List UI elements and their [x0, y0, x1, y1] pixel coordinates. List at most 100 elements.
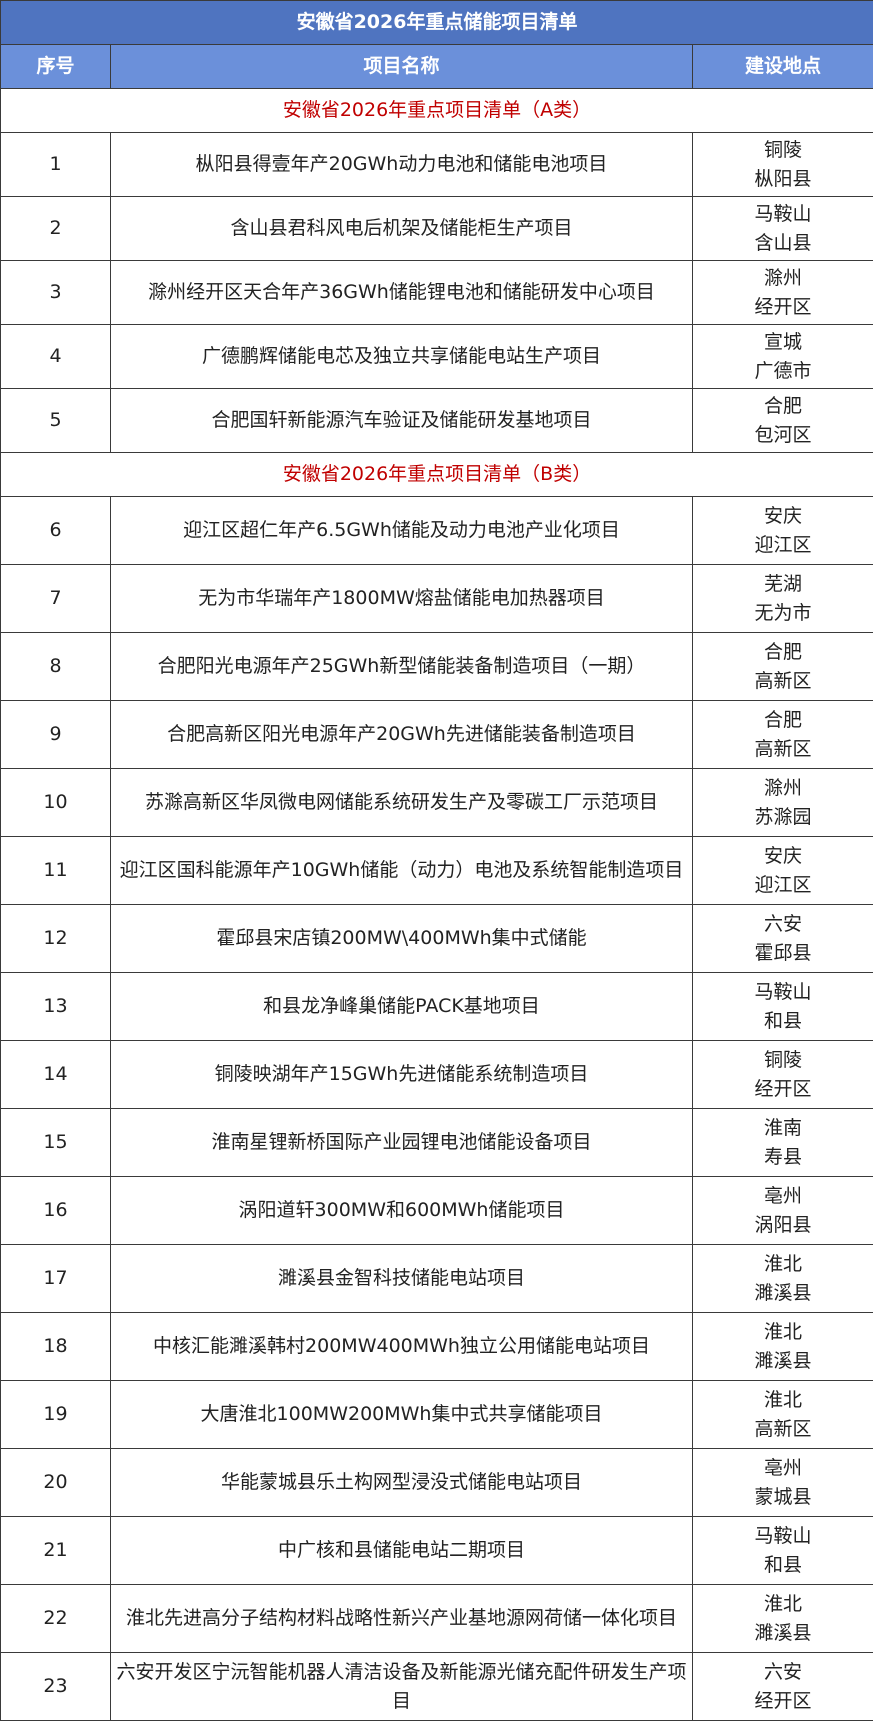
project-name: 中核汇能濉溪韩村200MW400MWh独立公用储能电站项目	[110, 1312, 693, 1381]
location-line: 亳州	[764, 1456, 803, 1479]
project-name: 合肥国轩新能源汽车验证及储能研发基地项目	[110, 388, 693, 453]
project-row: 14 铜陵映湖年产15GWh先进储能系统制造项目 铜陵 经开区	[0, 1040, 873, 1109]
header-cell: 序号	[0, 44, 111, 89]
location-line: 包河区	[754, 423, 812, 446]
project-name: 合肥高新区阳光电源年产20GWh先进储能装备制造项目	[110, 700, 693, 769]
project-row: 10 苏滁高新区华凤微电网储能系统研发生产及零碳工厂示范项目 滁州 苏滁园	[0, 768, 873, 837]
project-row: 22 淮北先进高分子结构材料战略性新兴产业基地源网荷储一体化项目 淮北 濉溪县	[0, 1584, 873, 1653]
location-line: 迎江区	[754, 533, 812, 556]
project-row: 9 合肥高新区阳光电源年产20GWh先进储能装备制造项目 合肥 高新区	[0, 700, 873, 769]
location: 合肥 包河区	[691, 388, 873, 453]
project-name: 涡阳道轩300MW和600MWh储能项目	[110, 1176, 693, 1245]
row-number: 7	[0, 564, 111, 633]
project-name: 淮北先进高分子结构材料战略性新兴产业基地源网荷储一体化项目	[110, 1584, 693, 1653]
project-name: 枞阳县得壹年产20GWh动力电池和储能电池项目	[110, 132, 693, 197]
location-line: 亳州	[764, 1184, 803, 1207]
project-name: 无为市华瑞年产1800MW熔盐储能电加热器项目	[110, 564, 693, 633]
location-line: 合肥	[764, 394, 803, 417]
project-row: 17 濉溪县金智科技储能电站项目 淮北 濉溪县	[0, 1244, 873, 1313]
project-row: 8 合肥阳光电源年产25GWh新型储能装备制造项目（一期） 合肥 高新区	[0, 632, 873, 701]
location-line: 六安	[764, 1660, 803, 1683]
location: 淮北 高新区	[691, 1380, 873, 1449]
row-number: 10	[0, 768, 111, 837]
project-row: 13 和县龙净峰巢储能PACK基地项目 马鞍山 和县	[0, 972, 873, 1041]
project-row: 23 六安开发区宁沅智能机器人清洁设备及新能源光储充配件研发生产项目 六安 经开区	[0, 1652, 873, 1721]
row-number: 3	[0, 260, 111, 325]
project-name: 淮南星锂新桥国际产业园锂电池储能设备项目	[110, 1108, 693, 1177]
location-line: 淮北	[764, 1320, 803, 1343]
location-line: 马鞍山	[754, 1524, 812, 1547]
project-name: 含山县君科风电后机架及储能柜生产项目	[110, 196, 693, 261]
location-line: 高新区	[754, 669, 812, 692]
location: 铜陵 枞阳县	[691, 132, 873, 197]
location-line: 马鞍山	[754, 980, 812, 1003]
location: 安庆 迎江区	[691, 496, 873, 565]
location: 宣城 广德市	[691, 324, 873, 389]
location-line: 高新区	[754, 1417, 812, 1440]
location-line: 寿县	[764, 1145, 803, 1168]
location: 铜陵 经开区	[691, 1040, 873, 1109]
location-line: 濉溪县	[754, 1349, 812, 1372]
location-line: 高新区	[754, 737, 812, 760]
location: 六安 霍邱县	[691, 904, 873, 973]
location-line: 迎江区	[754, 873, 812, 896]
location-line: 濉溪县	[754, 1621, 812, 1644]
location-line: 蒙城县	[754, 1485, 812, 1508]
project-row: 11 迎江区国科能源年产10GWh储能（动力）电池及系统智能制造项目 安庆 迎江区	[0, 836, 873, 905]
project-row: 4 广德鹏辉储能电芯及独立共享储能电站生产项目 宣城 广德市	[0, 324, 873, 389]
location-line: 经开区	[754, 295, 812, 318]
row-number: 5	[0, 388, 111, 453]
location-line: 濉溪县	[754, 1281, 812, 1304]
location: 合肥 高新区	[691, 700, 873, 769]
project-name: 滁州经开区天合年产36GWh储能锂电池和储能研发中心项目	[110, 260, 693, 325]
row-number: 15	[0, 1108, 111, 1177]
row-number: 2	[0, 196, 111, 261]
row-number: 13	[0, 972, 111, 1041]
project-name: 迎江区国科能源年产10GWh储能（动力）电池及系统智能制造项目	[110, 836, 693, 905]
project-name: 苏滁高新区华凤微电网储能系统研发生产及零碳工厂示范项目	[110, 768, 693, 837]
location-line: 淮南	[764, 1116, 803, 1139]
location-line: 无为市	[754, 601, 812, 624]
location: 马鞍山 和县	[691, 972, 873, 1041]
row-number: 4	[0, 324, 111, 389]
row-number: 12	[0, 904, 111, 973]
location-line: 经开区	[754, 1077, 812, 1100]
location: 马鞍山 含山县	[691, 196, 873, 261]
location-line: 广德市	[754, 359, 812, 382]
location: 淮北 濉溪县	[691, 1244, 873, 1313]
row-number: 9	[0, 700, 111, 769]
location-line: 淮北	[764, 1388, 803, 1411]
title-row: 安徽省2026年重点储能项目清单	[0, 0, 873, 45]
location-line: 安庆	[764, 844, 803, 867]
row-number: 20	[0, 1448, 111, 1517]
location: 亳州 涡阳县	[691, 1176, 873, 1245]
section-title: 安徽省2026年重点项目清单（B类）	[0, 452, 873, 497]
row-number: 11	[0, 836, 111, 905]
row-number: 18	[0, 1312, 111, 1381]
header-cell: 项目名称	[110, 44, 693, 89]
project-name: 大唐淮北100MW200MWh集中式共享储能项目	[110, 1380, 693, 1449]
row-number: 8	[0, 632, 111, 701]
header-row: 序号 项目名称 建设地点	[0, 44, 873, 89]
project-row: 2 含山县君科风电后机架及储能柜生产项目 马鞍山 含山县	[0, 196, 873, 261]
location-line: 铜陵	[764, 138, 803, 161]
location-line: 芜湖	[764, 572, 803, 595]
row-number: 19	[0, 1380, 111, 1449]
location: 芜湖 无为市	[691, 564, 873, 633]
location: 淮北 濉溪县	[691, 1312, 873, 1381]
location-line: 六安	[764, 912, 803, 935]
row-number: 17	[0, 1244, 111, 1313]
location-line: 枞阳县	[754, 167, 812, 190]
location-line: 淮北	[764, 1252, 803, 1275]
location: 安庆 迎江区	[691, 836, 873, 905]
location: 亳州 蒙城县	[691, 1448, 873, 1517]
location-line: 和县	[764, 1009, 803, 1032]
location-line: 马鞍山	[754, 202, 812, 225]
section-title: 安徽省2026年重点项目清单（A类）	[0, 88, 873, 133]
row-number: 21	[0, 1516, 111, 1585]
project-row: 7 无为市华瑞年产1800MW熔盐储能电加热器项目 芜湖 无为市	[0, 564, 873, 633]
project-name: 六安开发区宁沅智能机器人清洁设备及新能源光储充配件研发生产项目	[110, 1652, 693, 1721]
location: 淮北 濉溪县	[691, 1584, 873, 1653]
